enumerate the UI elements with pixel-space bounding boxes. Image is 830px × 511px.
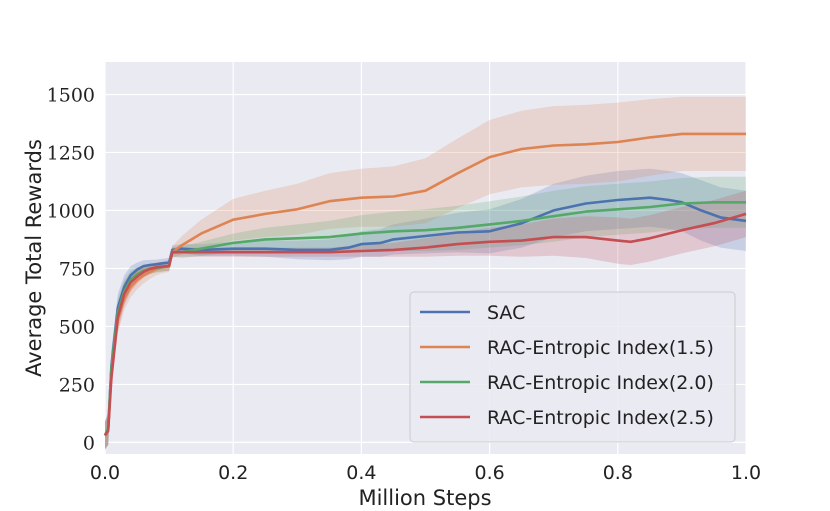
y-tick-label: 0 xyxy=(83,432,95,454)
y-tick-label: 1500 xyxy=(47,84,95,106)
x-axis-label: Million Steps xyxy=(358,486,491,510)
series-0-line xyxy=(103,196,747,436)
x-tick-label: 0.8 xyxy=(603,462,633,484)
y-tick-label: 1000 xyxy=(47,200,95,222)
legend-label-1: RAC-Entropic Index(1.5) xyxy=(487,337,714,359)
legend: SAC RAC-Entropic Index(1.5) RAC-Entropic I… xyxy=(409,291,736,443)
series-3-band xyxy=(105,190,746,450)
confidence-bands xyxy=(105,96,746,450)
x-tick-label: 0.0 xyxy=(90,462,120,484)
series-lines xyxy=(103,132,747,437)
series-1-line xyxy=(103,132,746,436)
x-tick-label: 1.0 xyxy=(731,462,761,484)
series-2-band xyxy=(105,176,746,450)
y-tick-labels: 0 250 500 750 1000 1250 1500 xyxy=(47,84,95,454)
legend-label-2: RAC-Entropic Index(2.0) xyxy=(487,372,714,394)
y-tick-label: 1250 xyxy=(47,142,95,164)
legend-label-0: SAC xyxy=(487,302,525,324)
legend-box xyxy=(409,291,736,443)
x-tick-label: 0.4 xyxy=(346,462,376,484)
y-tick-label: 250 xyxy=(59,374,95,396)
y-tick-label: 500 xyxy=(59,316,95,338)
y-tick-label: 750 xyxy=(59,258,95,280)
series-2-line xyxy=(103,201,746,436)
x-tick-label: 0.2 xyxy=(218,462,248,484)
series-0-band xyxy=(105,168,746,450)
series-3-line xyxy=(103,212,747,437)
x-tick-label: 0.6 xyxy=(474,462,504,484)
series-1-band xyxy=(105,96,746,450)
legend-label-3: RAC-Entropic Index(2.5) xyxy=(487,407,714,429)
x-tick-labels: 0.0 0.2 0.4 0.6 0.8 1.0 xyxy=(90,462,761,484)
y-axis-label: Average Total Rewards xyxy=(22,139,46,377)
